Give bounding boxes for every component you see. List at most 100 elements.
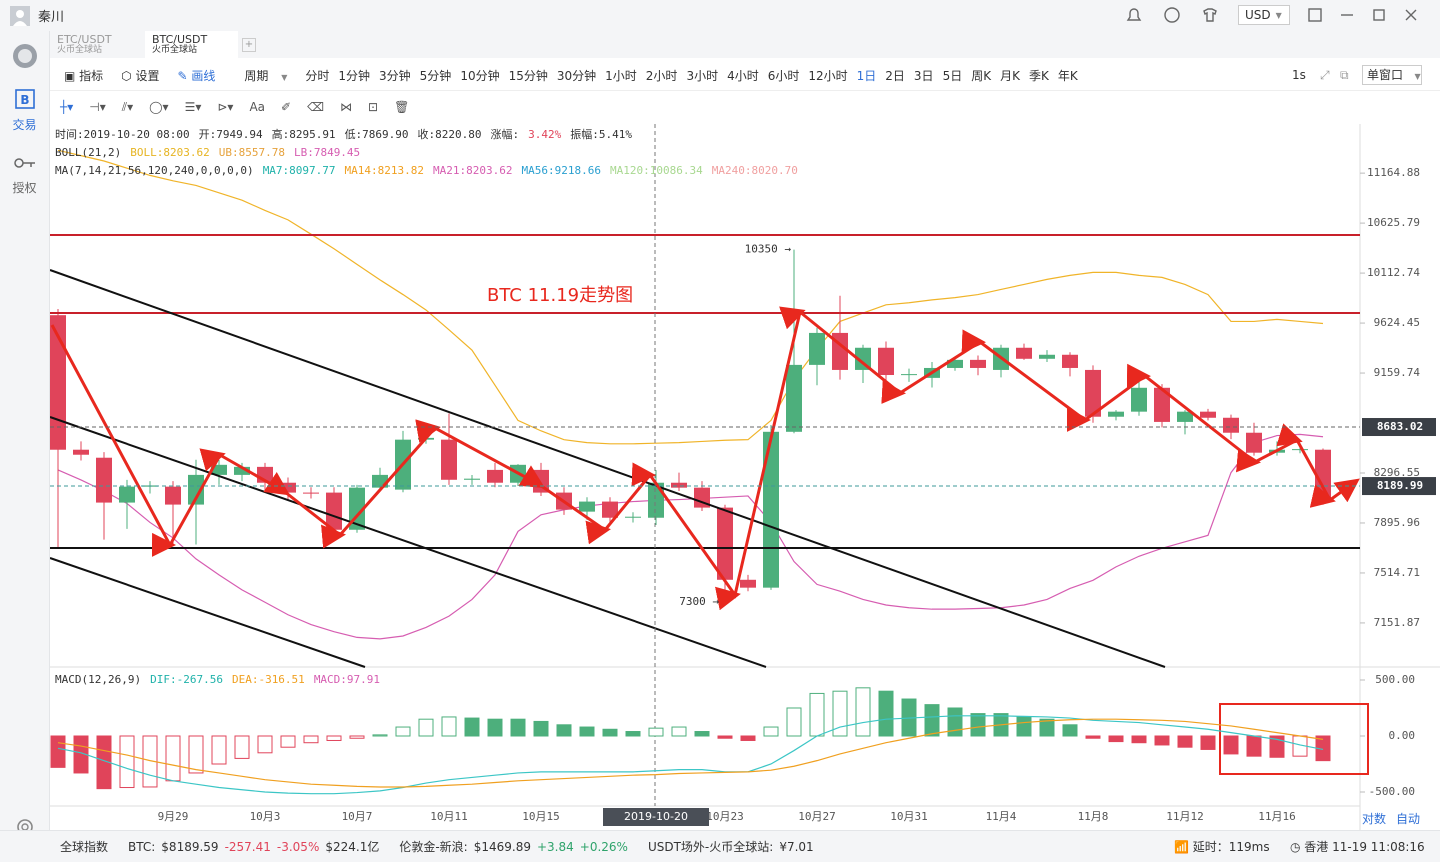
candle-body (1200, 411, 1216, 418)
interval[interactable]: 3小时 (686, 68, 719, 83)
candle-body (96, 457, 112, 503)
interval[interactable]: 5日 (942, 68, 963, 83)
tool-crosshair[interactable]: ┼▾ (60, 100, 74, 114)
tool-draw[interactable]: ✎ 画线 (177, 68, 216, 83)
tool-shape[interactable]: ◯▾ (149, 100, 169, 114)
interval[interactable]: 1分钟 (338, 68, 371, 83)
high-label: 10350 → (745, 243, 792, 256)
macd-legend: MACD(12,26,9) DIF:-267.56 DEA:-316.51 MACD:… (55, 671, 389, 687)
add-tab[interactable]: + (242, 37, 256, 52)
tool-delete[interactable]: 🗑 (394, 100, 410, 114)
interval[interactable]: 1小时 (605, 68, 637, 83)
macd-bar (211, 735, 227, 765)
sidebar-item-active[interactable]: 交易 (12, 118, 37, 132)
macd-bar (1131, 735, 1147, 744)
macd-bar (832, 690, 848, 737)
bell-icon[interactable] (1124, 5, 1144, 25)
title-bar: 秦川 USD ▼ (0, 0, 1440, 32)
macd-bar (855, 687, 871, 737)
interval[interactable]: 12小时 (808, 68, 848, 83)
tab-name: ETC/USDT (57, 33, 112, 46)
y-tick-label: 10112.74 (1367, 266, 1420, 279)
price-tag-label: 8683.02 (1377, 420, 1423, 433)
ma-legend: MA(7,14,21,56,120,240,0,0,0,0) MA7:8097.7… (55, 162, 807, 178)
interval[interactable]: 周K (971, 68, 992, 83)
close-btn[interactable] (1402, 6, 1420, 24)
interval[interactable]: 30分钟 (556, 68, 597, 83)
macd-bar (418, 718, 434, 737)
tool-text[interactable]: Aa (249, 100, 265, 114)
ticker-item: $1469.89 (473, 839, 531, 854)
legend-item: MA(7,14,21,56,120,240,0,0,0,0) (55, 163, 254, 177)
interval[interactable]: 2日 (885, 68, 905, 83)
candle-body (1292, 449, 1308, 451)
macd-bar (96, 735, 112, 790)
refresh-rate[interactable]: 1s (1292, 68, 1306, 82)
tool-pattern[interactable]: ⊳▾ (217, 100, 234, 114)
tool-brush[interactable]: ✐ (281, 100, 292, 114)
macd-line (57, 715, 1324, 795)
axis-buttons: 对数 自动 (1362, 810, 1420, 827)
tab-active[interactable]: BTC/USDT 火币全球站 (145, 31, 238, 58)
period-label[interactable]: 周期 ▼ (244, 68, 288, 83)
tool-channel[interactable]: ⫽▾ (121, 99, 134, 114)
candle-body (1223, 417, 1239, 433)
tool-indicator[interactable]: ▣ 指标 (64, 68, 104, 83)
interval[interactable]: 年K (1057, 68, 1078, 83)
x-tick-label: 10月31 (890, 810, 928, 823)
window-select[interactable]: 单窗口 ▼ (1362, 65, 1422, 85)
popout-btn[interactable] (1306, 6, 1324, 24)
tool-settings[interactable]: ⬡ 设置 (121, 68, 160, 83)
candle-body (625, 516, 641, 518)
x-tick-label: 11月8 (1078, 810, 1109, 823)
auto-toggle[interactable]: 自动 (1396, 812, 1421, 826)
macd-bar (556, 724, 572, 737)
candle-body (119, 486, 135, 503)
minimize-btn[interactable] (1338, 6, 1356, 24)
interval[interactable]: 6小时 (767, 68, 800, 83)
macd-bar (188, 735, 204, 774)
interval[interactable]: 10分钟 (460, 68, 500, 83)
candle-body (50, 315, 66, 450)
sidebar-item[interactable]: 授权 (12, 181, 37, 195)
interval[interactable]: 月K (1000, 68, 1020, 83)
tool-eraser[interactable]: ⌫ (307, 100, 325, 114)
snapshot-icon[interactable]: ⧉ (1340, 67, 1349, 82)
interval[interactable]: 5分钟 (419, 68, 452, 83)
legend-item: MA240:8020.70 (711, 163, 798, 177)
tool-magnet[interactable]: ⋈ (340, 100, 353, 114)
trade-icon[interactable]: B (15, 89, 35, 109)
user-name[interactable]: 秦川 (38, 10, 65, 25)
candle-body (1039, 354, 1055, 359)
interval[interactable]: 15分钟 (508, 68, 548, 83)
interval[interactable]: 季K (1028, 68, 1049, 83)
interval[interactable]: 2小时 (645, 68, 678, 83)
maximize-btn[interactable] (1370, 6, 1388, 24)
currency: USD (1245, 8, 1271, 22)
interval[interactable]: 1日 (856, 68, 877, 83)
legend-item: 收:8220.80 (417, 128, 482, 141)
macd-tick-label: -500.00 (1369, 785, 1415, 798)
crosshair-date: 2019-10-20 08:00:00 (603, 808, 709, 841)
tool-hline[interactable]: ⊣▾ (89, 100, 106, 114)
tab-name: BTC/USDT (152, 33, 208, 46)
currency-select[interactable]: USD ▼ (1238, 5, 1290, 25)
legend-item: MA56:9218.66 (521, 163, 601, 177)
interval[interactable]: 3日 (913, 68, 934, 83)
ticker-item: ¥7.01 (779, 839, 814, 854)
candle-body (970, 359, 986, 368)
legend-item: 涨幅: (490, 128, 520, 141)
macd-tick-label: 0.00 (1389, 729, 1416, 742)
tool-fib[interactable]: ☰▾ (184, 100, 202, 114)
auth-icon[interactable] (14, 155, 36, 171)
tool-lock[interactable]: ⊡ (368, 100, 379, 114)
help-icon[interactable] (1162, 5, 1182, 25)
fullscreen-icon[interactable]: ⤢ (1320, 67, 1330, 82)
log-toggle[interactable]: 对数 (1362, 812, 1387, 826)
interval[interactable]: 4小时 (727, 68, 759, 83)
interval[interactable]: 3分钟 (379, 68, 411, 83)
skin-icon[interactable] (1200, 5, 1220, 25)
interval[interactable]: 分时 (305, 68, 330, 83)
tab[interactable]: ETC/USDT 火币全球站 (50, 31, 145, 58)
legend-item: MA7:8097.77 (262, 163, 336, 177)
